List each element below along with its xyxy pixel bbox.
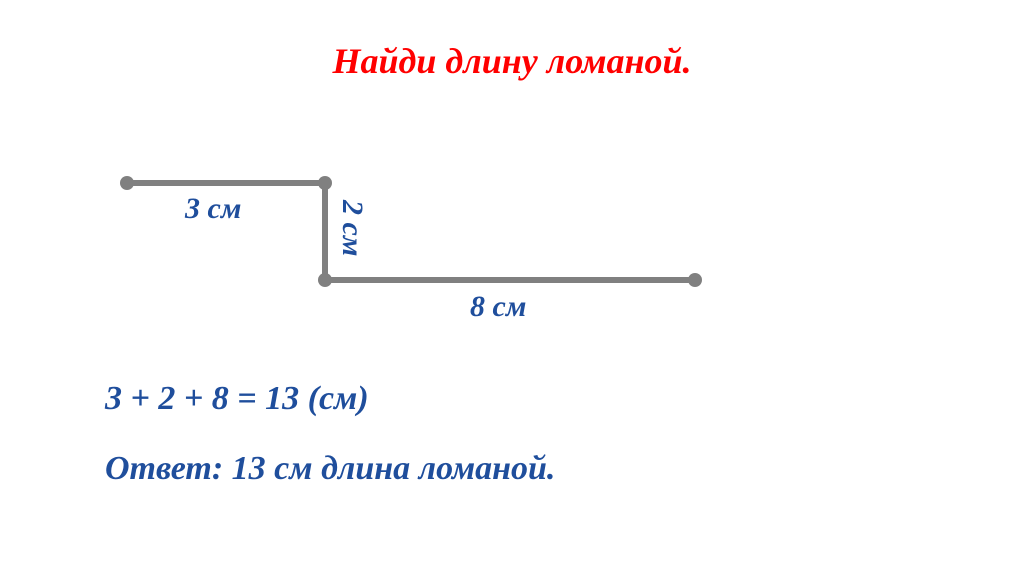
segment-label-2: 2 см	[335, 200, 369, 256]
segment-label-1: 3 см	[185, 192, 241, 226]
solution-equation: 3 + 2 + 8 = 13 (см)	[105, 380, 369, 418]
vertex-2	[318, 176, 332, 190]
segment-2	[322, 180, 328, 280]
vertex-3	[318, 273, 332, 287]
page-title: Найди длину ломаной.	[0, 40, 1024, 82]
polyline-diagram: 3 см 2 см 8 см	[120, 150, 720, 350]
vertex-4	[688, 273, 702, 287]
segment-label-3: 8 см	[470, 290, 526, 324]
segment-1	[125, 180, 325, 186]
segment-3	[325, 277, 695, 283]
vertex-1	[120, 176, 134, 190]
solution-answer: Ответ: 13 см длина ломаной.	[105, 450, 555, 488]
